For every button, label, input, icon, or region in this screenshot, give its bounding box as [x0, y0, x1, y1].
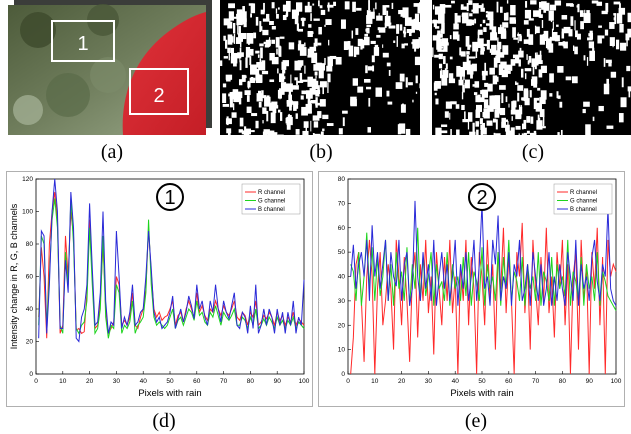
x-tick-label: 100: [299, 378, 310, 385]
x-tick-label: 40: [140, 378, 148, 385]
x-tick-label: 20: [398, 378, 406, 385]
legend-label: R channel: [258, 190, 285, 196]
chart-d-frame: 0 10 20 30 40 50 60 70 80 90 100 0 20 40 60 80 100 120 R c…: [6, 171, 313, 407]
x-tick-label: 30: [113, 378, 121, 385]
legend-label: B channel: [258, 207, 285, 213]
chart-e: 0 10 20 30 40 50 60 70 80 90 100 0 10 20 30 40 50 60 70 80 R…: [318, 171, 625, 407]
y-tick-label: 60: [26, 274, 34, 281]
x-axis-label: Pixels with rain: [138, 388, 201, 399]
y-tick-label: 20: [338, 322, 346, 329]
caption-e: (e): [446, 410, 506, 433]
x-tick-label: 80: [559, 378, 567, 385]
panel-a-image: 1 2: [8, 0, 212, 135]
y-tick-label: 120: [22, 176, 33, 183]
y-tick-label: 60: [338, 225, 346, 232]
x-tick-label: 70: [220, 378, 228, 385]
panel-c-image: [432, 0, 631, 135]
x-tick-label: 60: [193, 378, 201, 385]
y-tick-label: 50: [338, 249, 346, 256]
chart-e-frame: 0 10 20 30 40 50 60 70 80 90 100 0 10 20 30 40 50 60 70 80 R…: [318, 171, 625, 407]
x-tick-label: 50: [478, 378, 486, 385]
region-label-1: 1: [77, 33, 88, 55]
x-tick-label: 0: [346, 378, 350, 385]
y-tick-label: 70: [338, 200, 346, 207]
x-tick-label: 70: [532, 378, 540, 385]
x-tick-label: 20: [86, 378, 94, 385]
legend-label: G channel: [570, 199, 597, 205]
caption-a: (a): [82, 141, 142, 164]
badge-label: 1: [164, 187, 175, 209]
y-tick-label: 80: [338, 176, 346, 183]
y-tick-label: 100: [22, 209, 33, 216]
x-tick-label: 10: [59, 378, 67, 385]
caption-b: (b): [291, 141, 351, 164]
x-tick-label: 10: [371, 378, 379, 385]
caption-c: (c): [503, 141, 563, 164]
legend-label: R channel: [570, 190, 597, 196]
x-tick-label: 30: [425, 378, 433, 385]
region-label-2: 2: [153, 85, 164, 107]
x-tick-label: 40: [452, 378, 460, 385]
y-tick-label: 30: [338, 298, 346, 305]
panel-b-image: [220, 0, 420, 135]
x-tick-label: 50: [166, 378, 174, 385]
y-tick-label: 40: [338, 274, 346, 281]
panel-b-binary-map: [220, 0, 420, 135]
y-axis-label: Intensity change in R, G, B channels: [9, 203, 19, 349]
x-axis-label: Pixels with rain: [450, 388, 513, 399]
x-tick-label: 80: [247, 378, 255, 385]
panel-c-binary-map: [432, 0, 631, 135]
x-tick-label: 90: [586, 378, 594, 385]
y-tick-label: 80: [26, 241, 34, 248]
y-tick-label: 0: [29, 371, 33, 378]
y-tick-label: 40: [26, 306, 34, 313]
chart-d: 0 10 20 30 40 50 60 70 80 90 100 0 20 40 60 80 100 120 R c…: [6, 171, 313, 407]
legend-label: B channel: [570, 207, 597, 213]
y-tick-label: 20: [26, 339, 34, 346]
caption-d: (d): [134, 410, 194, 433]
y-tick-label: 10: [338, 347, 346, 354]
legend-label: G channel: [258, 199, 285, 205]
panel-a-photo: 1 2: [8, 0, 212, 135]
x-tick-label: 0: [34, 378, 38, 385]
y-tick-label: 0: [341, 371, 345, 378]
badge-label: 2: [476, 187, 487, 209]
x-tick-label: 90: [274, 378, 282, 385]
x-tick-label: 100: [611, 378, 622, 385]
x-tick-label: 60: [505, 378, 513, 385]
